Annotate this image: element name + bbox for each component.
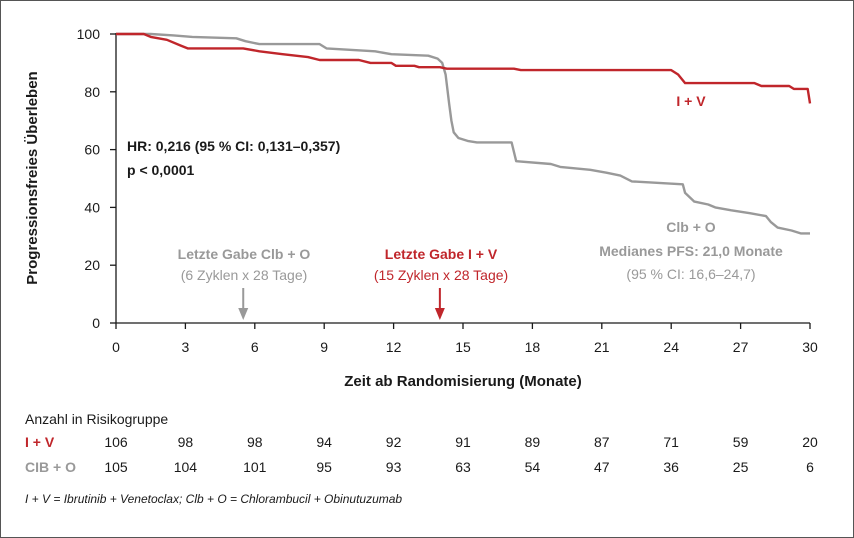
risk-count: 36 [663, 459, 679, 475]
pfs-chart: 0 3 6 9 12 15 18 21 24 27 30 0 20 40 60 80 100 Progressi… [24, 26, 818, 390]
risk-count: 95 [316, 459, 332, 475]
risk-count: 98 [177, 434, 194, 450]
risk-count: 101 [243, 459, 267, 475]
last-dose-iv-sub: (15 Zyklen x 28 Tage) [374, 267, 508, 283]
arrow-head [434, 308, 445, 320]
x-tick-label: 12 [386, 339, 402, 355]
series-line-clb-o [116, 32, 810, 235]
risk-count: 106 [104, 434, 128, 450]
chart-series-layer [116, 32, 812, 235]
y-tick-label: 0 [92, 315, 100, 331]
x-tick-label: 0 [112, 339, 120, 355]
x-tick-label: 21 [594, 339, 610, 355]
last-dose-clbo-sub: (6 Zyklen x 28 Tage) [181, 267, 308, 283]
y-tick-label: 20 [84, 257, 100, 273]
y-tick-label: 60 [84, 142, 100, 158]
risk-table-title: Anzahl in Risikogruppe [25, 411, 169, 427]
y-tick-label: 100 [77, 26, 101, 42]
y-axis-title: Progressionsfreies Überleben [24, 71, 41, 284]
risk-row: CIB + O 105 104 101 95 93 63 54 47 36 25 6 [0, 459, 854, 479]
chart-axes: 0 3 6 9 12 15 18 21 24 27 30 0 20 40 60 80 100 [77, 26, 818, 355]
risk-count: 59 [732, 434, 749, 450]
risk-count: 105 [104, 459, 128, 475]
risk-count: 71 [663, 434, 679, 450]
series-line-i-v [116, 32, 812, 104]
clbo-median-label: Medianes PFS: 21,0 Monate [599, 243, 783, 259]
last-dose-clbo-title: Letzte Gabe Clb + O [178, 246, 311, 262]
x-tick-label: 9 [320, 339, 328, 355]
risk-count: 20 [802, 434, 818, 450]
risk-count: 94 [316, 434, 332, 450]
last-dose-clbo-arrow [238, 288, 249, 320]
p-value-text: p < 0,0001 [127, 162, 195, 178]
x-tick-label: 24 [663, 339, 679, 355]
clbo-name-label: Clb + O [666, 219, 716, 235]
risk-count: 54 [524, 459, 541, 475]
risk-count: 89 [524, 434, 541, 450]
risk-row-label: CIB + O [25, 459, 76, 475]
series-label-iv: I + V [676, 93, 706, 109]
risk-count: 47 [594, 459, 610, 475]
risk-row: I + V 106 98 98 94 92 91 89 87 71 59 20 [0, 434, 854, 454]
last-dose-iv-title: Letzte Gabe I + V [385, 246, 498, 262]
y-tick-label: 80 [84, 84, 100, 100]
risk-count: 93 [385, 459, 402, 475]
risk-count: 6 [806, 459, 814, 475]
hazard-ratio-text: HR: 0,216 (95 % CI: 0,131–0,357) [127, 138, 340, 154]
x-tick-label: 3 [182, 339, 190, 355]
risk-count: 63 [455, 459, 471, 475]
risk-count: 25 [732, 459, 749, 475]
arrow-head [238, 308, 249, 320]
risk-count: 92 [385, 434, 402, 450]
risk-count: 104 [173, 459, 198, 475]
x-tick-label: 18 [525, 339, 541, 355]
footnote: I + V = Ibrutinib + Venetoclax; Clb + O … [25, 492, 403, 506]
risk-row-label: I + V [25, 434, 55, 450]
y-tick-label: 40 [84, 199, 100, 215]
risk-count: 87 [594, 434, 610, 450]
x-tick-label: 6 [251, 339, 259, 355]
risk-count: 91 [455, 434, 471, 450]
x-tick-label: 27 [733, 339, 749, 355]
risk-count: 98 [247, 434, 263, 450]
x-tick-label: 15 [455, 339, 471, 355]
x-tick-label: 30 [802, 339, 818, 355]
last-dose-iv-arrow [434, 288, 445, 320]
clbo-ci-label: (95 % CI: 16,6–24,7) [626, 266, 755, 282]
x-axis-title: Zeit ab Randomisierung (Monate) [344, 373, 582, 390]
